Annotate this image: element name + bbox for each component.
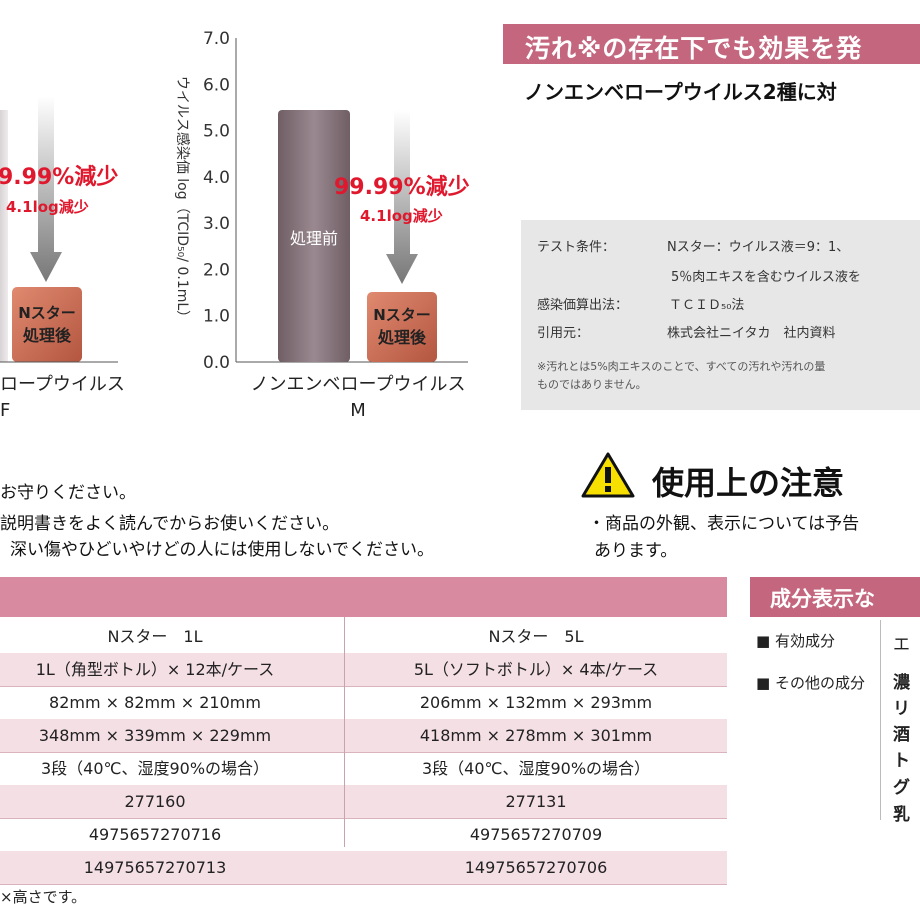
- spec-table-divider: [344, 617, 345, 847]
- usage-line-3: 深い傷やひどいやけどの人には使用しないでください。: [10, 540, 434, 560]
- calc-method-value: ＴＣＩＤ₅₀法: [669, 298, 745, 313]
- table-cell-5l: 3段（40℃、湿度90%の場合）: [421, 759, 651, 778]
- other-ingredient-value: 濃: [893, 673, 910, 693]
- left-chart-after-label-2: 処理後: [23, 326, 72, 345]
- table-row: 277160 277131: [0, 785, 727, 819]
- dirt-note-1: ※汚れとは5%肉エキスのことで、すべての汚れや汚れの量: [537, 360, 826, 373]
- table-row: 14975657270713 14975657270706: [0, 851, 727, 885]
- left-chart-bar-after: [12, 287, 82, 362]
- caution-line-2: あります。: [594, 541, 678, 561]
- other-ingredient-value: グ: [893, 778, 910, 798]
- left-chart-xlabel-2: F: [0, 400, 10, 421]
- table-row: 348mm × 339mm × 229mm 418mm × 278mm × 301…: [0, 719, 727, 753]
- test-conditions-box: テスト条件： Nスター：ウイルス液＝9：1、 5％肉エキスを含むウイルス液を 感…: [521, 220, 920, 410]
- main-chart-after-label-2: 処理後: [378, 328, 427, 347]
- left-chart-bar-before: [0, 110, 8, 362]
- other-ingredient-value: 酒: [893, 725, 910, 745]
- y-tick-label: 7.0: [203, 29, 230, 49]
- table-cell-1l: Nスター 1L: [107, 627, 203, 646]
- efficacy-title-banner: 汚れ※の存在下でも効果を発: [503, 24, 920, 64]
- main-chart-xlabel-1: ノンエンベロープウイルス: [251, 374, 466, 395]
- table-cell-5l: 418mm × 278mm × 301mm: [419, 726, 653, 745]
- main-chart-arrow: [386, 110, 418, 284]
- left-chart-after-label-1: Nスター: [18, 304, 76, 322]
- left-chart-reduction-pct: 9.99%減少: [0, 165, 118, 190]
- table-cell-1l: 4975657270716: [88, 825, 222, 844]
- efficacy-charts: Nスター 処理後 9.99%減少 4.1log減少 ロープウイルス F ウイルス…: [0, 29, 470, 421]
- ingredients-divider: [880, 620, 881, 820]
- table-cell-1l: 3段（40℃、湿度90%の場合）: [40, 759, 270, 778]
- main-chart-before-label: 処理前: [290, 229, 338, 248]
- other-ingredient-value: リ: [893, 699, 910, 719]
- table-cell-5l: 277131: [505, 792, 567, 811]
- source-value: 株式会社ニイタカ 社内資料: [667, 326, 836, 341]
- ingredients-title: 成分表示な: [770, 587, 875, 611]
- table-row: 1L（角型ボトル）× 12本/ケース 5L（ソフトボトル）× 4本/ケース: [0, 653, 727, 687]
- main-chart-ylabel: ウイルス感染価 log（TCID₅₀/ 0.1mL）: [174, 76, 191, 324]
- y-tick-label: 4.0: [203, 168, 230, 188]
- main-chart-reduction-pct: 99.99%減少: [334, 175, 470, 200]
- main-chart-reduction-log: 4.1log減少: [360, 207, 443, 225]
- left-chart-reduction-log: 4.1log減少: [6, 198, 89, 216]
- active-ingredient-value: エ: [893, 635, 910, 655]
- other-ingredient-value: 乳: [893, 805, 910, 825]
- ingredients-header: 成分表示な: [750, 577, 920, 617]
- active-ingredient-label: ■ 有効成分: [756, 632, 835, 650]
- table-cell-1l: 348mm × 339mm × 229mm: [38, 726, 272, 745]
- caution-line-1: ・商品の外観、表示については予告: [588, 514, 860, 534]
- table-cell-5l: Nスター 5L: [488, 627, 584, 646]
- table-cell-1l: 14975657270713: [83, 858, 227, 877]
- table-cell-1l: 82mm × 82mm × 210mm: [49, 693, 261, 712]
- main-chart-xlabel-2: M: [350, 400, 366, 421]
- y-tick-label: 3.0: [203, 214, 230, 234]
- left-chart-arrow: [30, 96, 62, 282]
- dirt-note-2: ものではありません。: [537, 378, 647, 391]
- main-chart-bar-after: [367, 292, 437, 362]
- calc-method-label: 感染価算出法：: [537, 298, 629, 313]
- y-tick-label: 0.0: [203, 353, 230, 373]
- table-cell-5l: 4975657270709: [469, 825, 603, 844]
- table-row: 4975657270716 4975657270709: [0, 818, 727, 852]
- table-row: 82mm × 82mm × 210mm 206mm × 132mm × 293mm: [0, 686, 727, 720]
- other-ingredient-label: ■ その他の成分: [756, 674, 865, 692]
- test-condition-value-2: 5％肉エキスを含むウイルス液を: [671, 270, 861, 285]
- table-cell-1l: 277160: [124, 792, 186, 811]
- table-row: Nスター 1L Nスター 5L: [0, 620, 727, 654]
- footnote: ×高さです。: [0, 888, 87, 906]
- y-tick-label: 6.0: [203, 75, 230, 95]
- usage-line-1: お守りください。: [0, 483, 136, 503]
- test-condition-value: Nスター：ウイルス液＝9：1、: [667, 240, 850, 255]
- main-chart-bar-before: [278, 110, 350, 362]
- y-tick-label: 2.0: [203, 260, 230, 280]
- y-tick-label: 5.0: [203, 122, 230, 142]
- source-label: 引用元：: [537, 326, 590, 341]
- efficacy-title: 汚れ※の存在下でも効果を発: [525, 34, 863, 63]
- caution-title: 使用上の注意: [652, 464, 845, 502]
- efficacy-subtitle: ノンエンベロープウイルス2種に対: [524, 80, 837, 104]
- left-chart-xlabel-1: ロープウイルス: [0, 374, 125, 395]
- test-condition-label: テスト条件：: [537, 240, 616, 255]
- usage-line-2: 説明書きをよく読んでからお使いください。: [0, 514, 340, 534]
- table-cell-1l: 1L（角型ボトル）× 12本/ケース: [35, 660, 275, 679]
- table-cell-5l: 206mm × 132mm × 293mm: [419, 693, 653, 712]
- other-ingredient-value: ト: [893, 751, 910, 771]
- main-chart-after-label-1: Nスター: [373, 306, 431, 324]
- spec-table-header: [0, 577, 727, 617]
- table-row: 3段（40℃、湿度90%の場合） 3段（40℃、湿度90%の場合）: [0, 752, 727, 786]
- table-cell-5l: 5L（ソフトボトル）× 4本/ケース: [413, 660, 659, 679]
- table-cell-5l: 14975657270706: [464, 858, 608, 877]
- warning-icon: [581, 452, 635, 498]
- y-tick-label: 1.0: [203, 307, 230, 327]
